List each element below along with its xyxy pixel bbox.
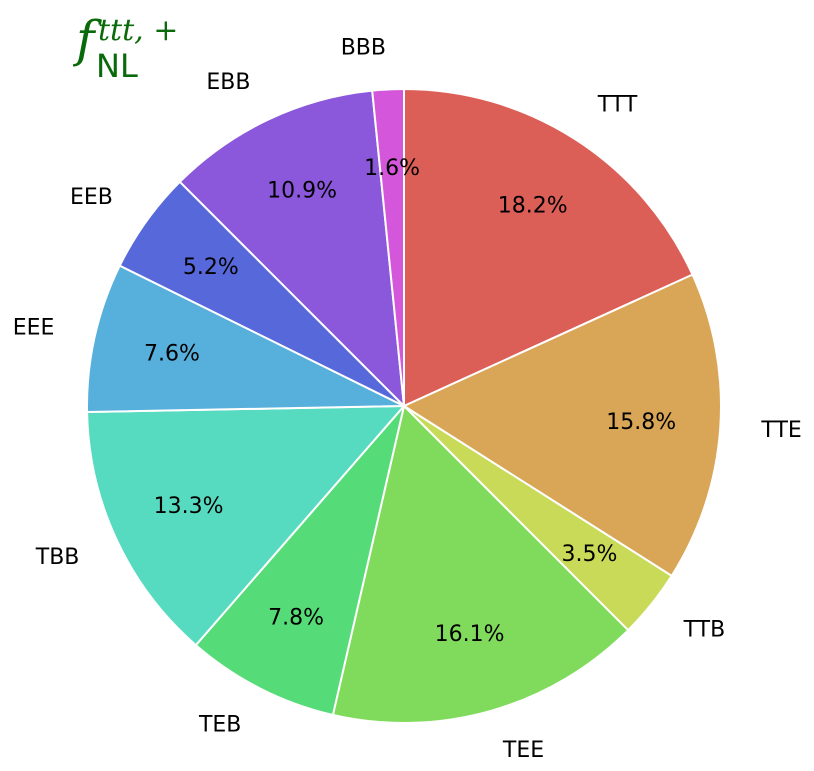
pie-category-label-ttb: TTB [683,618,726,643]
pie-category-label-eee: EEE [13,315,55,340]
chart-title-symbol: f [76,10,95,68]
pie-percent-label-eeb: 5.2% [183,255,239,280]
pie-category-label-ttt: TTT [597,92,638,117]
pie-category-label-ebb: EBB [206,70,250,95]
pie-percent-label-bbb: 1.6% [364,156,420,181]
pie-slice-teb [194,405,405,716]
pie-percent-label-eee: 7.6% [144,342,200,367]
pie-slice-tee [331,405,630,724]
pie-slice-tbb [86,405,405,647]
pie-slice-ttt [403,88,694,407]
chart-title: f ttt, + NL [76,14,178,82]
pie-percent-label-tbb: 13.3% [154,494,224,519]
pie-percent-label-tee: 16.1% [435,622,505,647]
pie-category-label-tbb: TBB [35,545,80,570]
pie-percent-label-ttb: 3.5% [562,542,618,567]
pie-percent-label-ebb: 10.9% [267,179,337,204]
pie-percent-label-tte: 15.8% [606,410,676,435]
pie-slice-ebb [178,89,405,407]
pie-category-label-tee: TEE [502,738,544,763]
pie-category-label-teb: TEB [198,713,241,738]
pie-percent-label-ttt: 18.2% [498,194,568,219]
pie-slice-tte [403,273,722,577]
chart-title-subscript: NL [96,47,138,85]
pie-slice-eee [86,264,405,413]
pie-category-label-eeb: EEB [70,185,113,210]
chart-title-superscript: ttt, + [98,13,179,48]
pie-slice-bbb [371,88,405,407]
pie-percent-label-teb: 7.8% [268,605,324,630]
pie-category-label-tte: TTE [760,418,801,443]
pie-category-label-bbb: BBB [341,36,386,61]
